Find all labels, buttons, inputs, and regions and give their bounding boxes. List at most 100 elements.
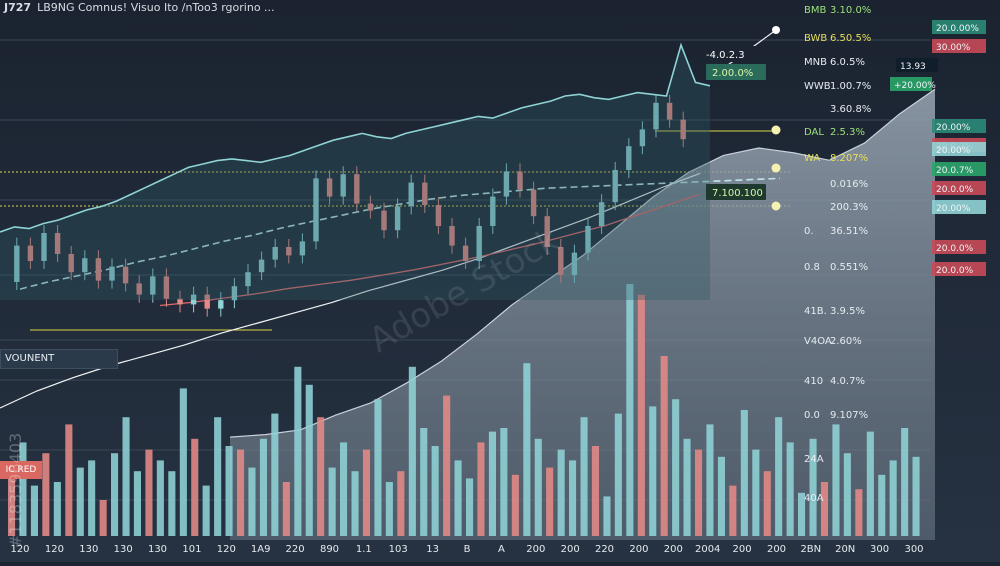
x-axis-tick-label: 220 xyxy=(595,544,614,555)
volume-bar xyxy=(431,446,439,536)
x-axis-tick-label: 2BN xyxy=(800,544,821,555)
volume-bar xyxy=(740,410,748,536)
volume-bar xyxy=(752,449,760,536)
right-axis-value: 2.5.3% xyxy=(830,127,865,138)
x-axis-tick-label: 103 xyxy=(389,544,408,555)
candle-body xyxy=(204,294,210,309)
volume-bar xyxy=(832,424,840,536)
volume-bar xyxy=(111,453,119,536)
volume-bar xyxy=(248,467,256,536)
right-tag-label: 13.93 xyxy=(900,62,926,72)
right-axis-code: 0. xyxy=(804,226,814,237)
volume-bar xyxy=(580,417,588,536)
volume-bar xyxy=(614,413,622,536)
volume-bar xyxy=(454,460,462,536)
right-axis-value: 36.51% xyxy=(830,226,868,237)
price-line xyxy=(0,26,781,300)
right-axis-code: 0.0 xyxy=(804,410,820,421)
right-tag-label: 30.00% xyxy=(936,43,971,53)
x-axis-tick-label: 130 xyxy=(148,544,167,555)
right-axis-value: 3.60.8% xyxy=(830,104,871,115)
x-axis-tick-label: A xyxy=(498,544,505,555)
red-badge: IC RED xyxy=(0,461,42,479)
volume-bar xyxy=(225,446,233,536)
right-axis-value: 0.016% xyxy=(830,179,868,190)
area-outline xyxy=(229,88,936,438)
volume-bar xyxy=(889,460,897,536)
right-axis-code: BMB xyxy=(804,5,826,16)
volume-bar xyxy=(202,485,210,536)
volume-bar xyxy=(8,467,16,536)
right-tag-label: 20.00% xyxy=(936,204,971,214)
candle-body xyxy=(666,102,673,120)
right-axis-code: WWB xyxy=(804,81,831,92)
right-axis-value: 2.60% xyxy=(830,336,862,347)
price-flag-label: 2.00.0% xyxy=(712,68,753,79)
right-axis: BMB 3.10.0% BWB 6.50.5% MNB 6.0.5% WWB 1.00.7% 3… xyxy=(804,5,986,504)
candle-body xyxy=(653,102,659,130)
right-tag-box xyxy=(932,20,986,34)
candle-body xyxy=(122,266,129,284)
level-marker-dot xyxy=(771,163,781,173)
candle-body xyxy=(299,241,306,256)
right-tag-box xyxy=(932,39,986,53)
x-axis-tick-label: 200 xyxy=(767,544,786,555)
price-flag-label: -4.0.2.3 xyxy=(706,50,745,61)
volume-bar xyxy=(477,442,485,536)
right-axis-code: MNB xyxy=(804,57,827,68)
volume-bar xyxy=(397,471,405,536)
right-tag-label: 20.00% xyxy=(936,146,971,156)
x-axis-tick-label: 200 xyxy=(629,544,648,555)
candle-body xyxy=(163,276,170,299)
volume-bar xyxy=(65,424,73,536)
candle-body xyxy=(258,259,265,273)
volume-bar xyxy=(282,482,290,536)
candle-body xyxy=(435,205,442,226)
right-axis-code: DAL xyxy=(804,127,824,138)
candle-body xyxy=(177,298,183,305)
volume-bar xyxy=(798,492,806,536)
candle-body xyxy=(544,216,550,247)
volume-bar xyxy=(706,424,714,536)
x-axis-tick-label: 200 xyxy=(526,544,545,555)
volume-bar xyxy=(351,471,359,536)
right-axis-code: 0.8 xyxy=(804,262,820,273)
price-line-path xyxy=(0,42,711,233)
volume-bar xyxy=(855,489,863,536)
price-flag-box xyxy=(706,184,766,200)
volume-bar xyxy=(317,417,325,536)
right-axis-value: 1.00.7% xyxy=(830,81,871,92)
volume-bar xyxy=(637,294,645,536)
x-axis-tick-label: 130 xyxy=(114,544,133,555)
x-axis-tick-label: 1A9 xyxy=(251,544,271,555)
volume-bar xyxy=(672,399,680,536)
area-fill xyxy=(230,89,935,540)
volume-bar xyxy=(42,453,50,536)
candle-body xyxy=(340,174,346,197)
candle-body xyxy=(680,119,686,140)
volume-label: VOUNENT xyxy=(0,349,118,369)
price-flag-box xyxy=(700,46,760,62)
right-tag-box xyxy=(932,181,986,195)
volume-bar xyxy=(122,417,130,536)
volume-bar xyxy=(19,442,27,536)
candle-body xyxy=(136,283,142,295)
right-tag-box xyxy=(896,58,938,72)
volume-bar xyxy=(259,438,267,536)
right-axis-value: 9.107% xyxy=(830,410,868,421)
volume-bar xyxy=(488,431,496,536)
candle-body xyxy=(14,245,20,282)
volume-bar xyxy=(305,384,313,536)
volume-bar xyxy=(88,460,96,536)
volume-bar xyxy=(237,449,245,536)
price-area xyxy=(0,45,710,300)
x-axis-tick-label: 200 xyxy=(561,544,580,555)
candle-body xyxy=(231,286,238,301)
x-axis-tick-label: 2004 xyxy=(695,544,720,555)
volume-bar xyxy=(901,428,909,536)
volume-bar xyxy=(786,442,794,536)
volume-bar xyxy=(591,446,599,536)
x-axis-tick-label: 13 xyxy=(426,544,439,555)
